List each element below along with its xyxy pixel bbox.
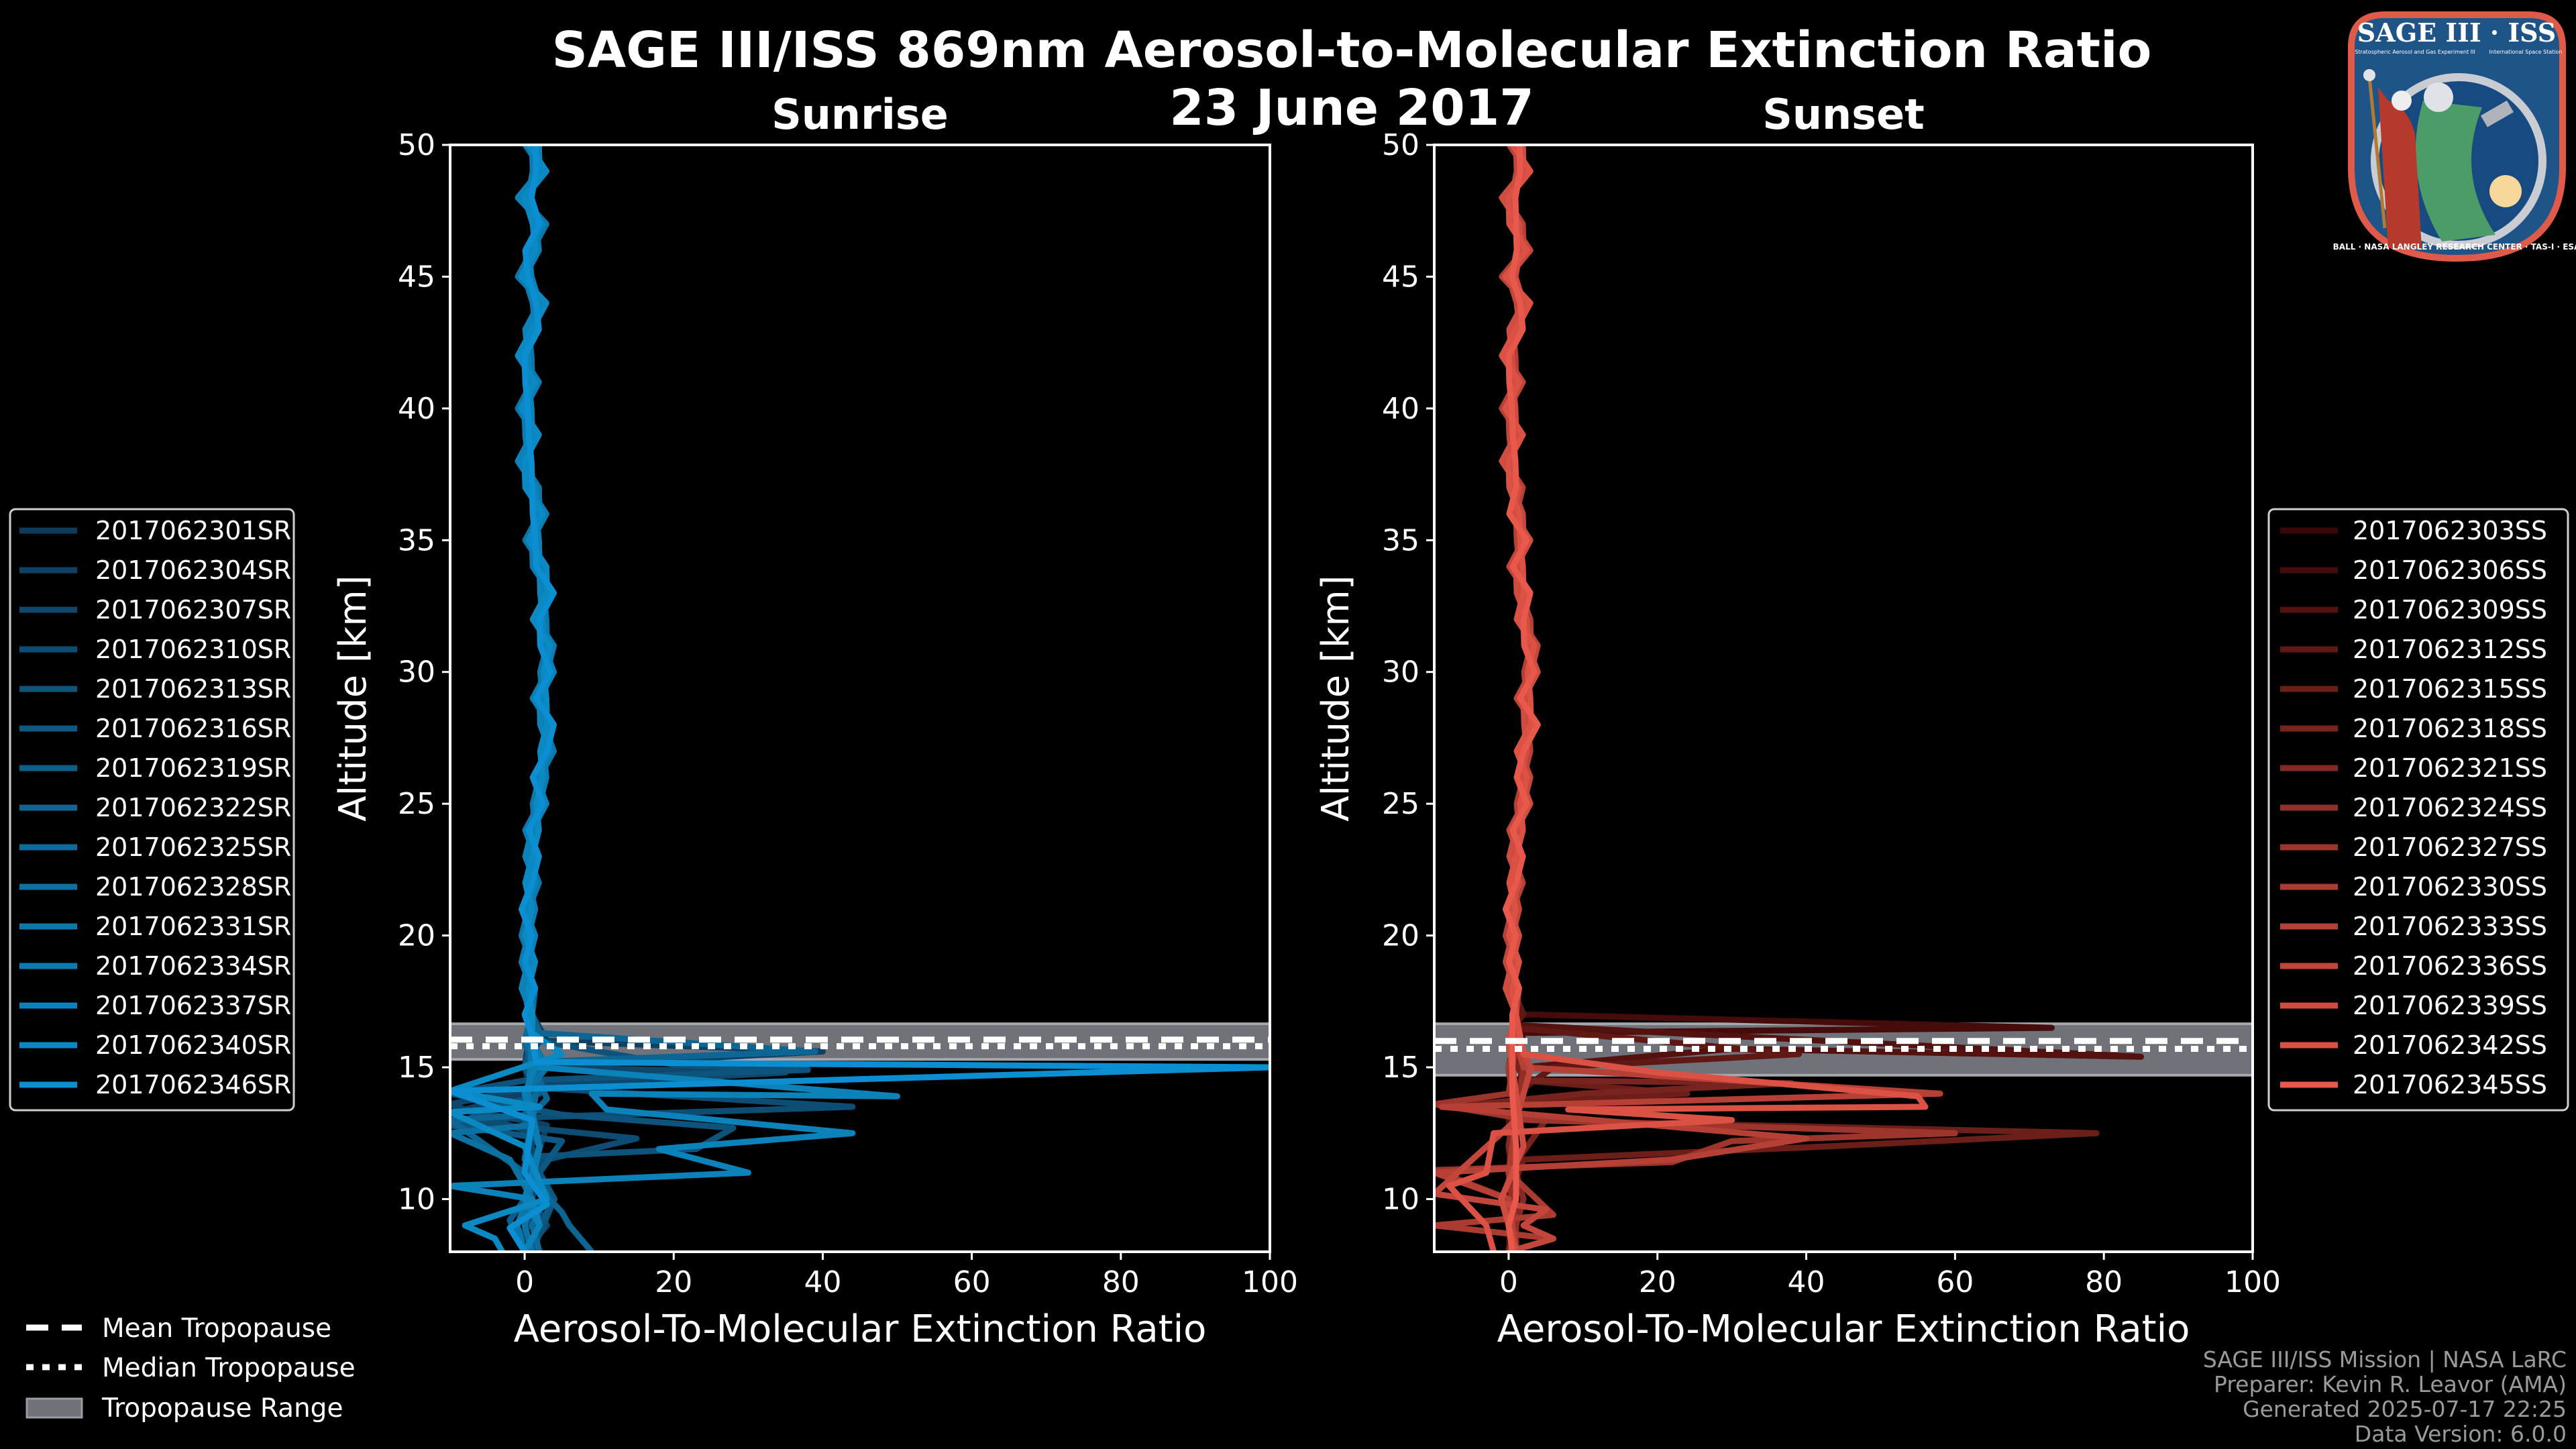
- logo-title: SAGE III · ISS: [2357, 17, 2556, 48]
- legend-label: 2017062318SS: [2353, 714, 2547, 743]
- figure-date: 23 June 2017: [1169, 79, 1534, 137]
- legend-label: 2017062309SS: [2353, 595, 2547, 625]
- tropopause-range-swatch: [25, 1397, 83, 1419]
- x-tick-label: 80: [2085, 1265, 2123, 1299]
- legend-label: 2017062301SR: [95, 516, 291, 545]
- legend-label: 2017062306SS: [2353, 555, 2547, 585]
- y-tick-label: 20: [398, 919, 435, 953]
- footer-generated: Generated 2025-07-17 22:25: [2243, 1396, 2567, 1422]
- x-tick-label: 60: [953, 1265, 991, 1299]
- legend-box: [9, 508, 295, 1112]
- legend-label: 2017062346SR: [95, 1070, 291, 1099]
- x-tick-label: 80: [1102, 1265, 1140, 1299]
- x-tick-label: 20: [655, 1265, 692, 1299]
- panel-title: Sunset: [1762, 90, 1925, 139]
- y-tick-label: 35: [398, 523, 435, 557]
- legend-label: 2017062303SS: [2353, 516, 2547, 545]
- y-tick-label: 25: [1382, 787, 1419, 821]
- legend-label: 2017062328SR: [95, 872, 291, 902]
- legend-label: 2017062307SR: [95, 595, 291, 625]
- profile-line-2017062342SS: [1446, 145, 1929, 1252]
- axes-frame: [1433, 144, 2254, 1253]
- legend-label: 2017062304SR: [95, 555, 291, 585]
- legend-label: 2017062340SR: [95, 1030, 291, 1060]
- y-tick-label: 10: [1382, 1182, 1419, 1216]
- y-tick-label: 50: [398, 128, 435, 162]
- x-tick-label: 60: [1936, 1265, 1974, 1299]
- x-tick-label: 40: [1788, 1265, 1825, 1299]
- legend-label: 2017062327SS: [2353, 833, 2547, 862]
- y-tick-label: 40: [1382, 392, 1419, 426]
- y-tick-label: 35: [1382, 523, 1419, 557]
- sage-iii-iss-logo: SAGE III · ISS Stratospheric Aerosol and…: [2333, 11, 2576, 262]
- x-tick-label: 20: [1639, 1265, 1676, 1299]
- legend-label: 2017062324SS: [2353, 793, 2547, 822]
- y-tick-label: 25: [398, 787, 435, 821]
- series-legend: 2017062303SS 2017062306SS 2017062309SS 2017…: [2267, 508, 2569, 1112]
- mean-tropopause-label: Mean Tropopause: [102, 1313, 331, 1344]
- y-axis-label: Altitude [km]: [1314, 575, 1358, 821]
- sunrise-panel: Sunrise 0 20 40 60 80 100 10 15 20 25 30 35 40 45 50 Aer…: [9, 90, 1298, 1351]
- legend-label: 2017062331SR: [95, 912, 291, 941]
- series-legend: 2017062301SR 2017062304SR 2017062307SR 2017…: [9, 508, 295, 1112]
- x-tick-label: 100: [1242, 1265, 1298, 1299]
- legend-label: 2017062336SS: [2353, 951, 2547, 981]
- plot-area: [1434, 145, 2253, 1252]
- x-axis-label: Aerosol-To-Molecular Extinction Ratio: [514, 1307, 1207, 1351]
- x-tick-label: 0: [515, 1265, 534, 1299]
- profile-line-2017062345SS: [1503, 145, 1541, 1252]
- legend-label: 2017062322SR: [95, 793, 291, 822]
- x-axis-label: Aerosol-To-Molecular Extinction Ratio: [1497, 1307, 2190, 1351]
- footer-mission: SAGE III/ISS Mission | NASA LaRC: [2203, 1346, 2567, 1373]
- x-tick-label: 40: [804, 1265, 841, 1299]
- y-tick-label: 45: [1382, 260, 1419, 294]
- sunset-panel: Sunset 0 20 40 60 80 100 10 15 20 25 30 35 40 45 50 Aero…: [1314, 90, 2569, 1351]
- legend-label: 2017062312SS: [2353, 635, 2547, 664]
- legend-label: 2017062325SR: [95, 833, 291, 862]
- legend-label: 2017062333SS: [2353, 912, 2547, 941]
- y-tick-label: 50: [1382, 128, 1419, 162]
- y-tick-label: 20: [1382, 919, 1419, 953]
- median-tropopause-label: Median Tropopause: [102, 1353, 356, 1383]
- legend-label: 2017062310SR: [95, 635, 291, 664]
- tropopause-legend: Mean Tropopause Median Tropopause Tropop…: [25, 1313, 356, 1424]
- logo-subtitle2: International Space Station: [2489, 49, 2563, 55]
- y-axis-label: Altitude [km]: [331, 575, 375, 821]
- footer-preparer: Preparer: Kevin R. Leavor (AMA): [2214, 1371, 2567, 1397]
- legend-label: 2017062342SS: [2353, 1030, 2547, 1060]
- logo-subtitle: Stratospheric Aerosol and Gas Experiment…: [2355, 49, 2475, 55]
- footer-data-version: Data Version: 6.0.0: [2355, 1421, 2567, 1447]
- y-tick-label: 15: [1382, 1051, 1419, 1085]
- legend-label: 2017062313SR: [95, 674, 291, 704]
- plot-area: [450, 145, 1270, 1252]
- y-tick-label: 15: [398, 1051, 435, 1085]
- axes-frame: [449, 144, 1271, 1253]
- legend-label: 2017062316SR: [95, 714, 291, 743]
- legend-label: 2017062337SR: [95, 991, 291, 1020]
- legend-label: 2017062345SS: [2353, 1070, 2547, 1099]
- y-tick-label: 10: [398, 1182, 435, 1216]
- profile-line-2017062346SR: [450, 145, 1270, 1252]
- legend-box: [2267, 508, 2569, 1112]
- legend-label: 2017062330SS: [2353, 872, 2547, 902]
- footer-credits: SAGE III/ISS Mission | NASA LaRC Prepare…: [2203, 1346, 2567, 1447]
- tropopause-range-label: Tropopause Range: [101, 1393, 343, 1424]
- legend-label: 2017062319SR: [95, 753, 291, 783]
- x-tick-label: 100: [2224, 1265, 2281, 1299]
- panel-title: Sunrise: [771, 90, 949, 139]
- legend-label: 2017062321SS: [2353, 753, 2547, 783]
- y-tick-label: 40: [398, 392, 435, 426]
- logo-ring-text: BALL · NASA LANGLEY RESEARCH CENTER · TA…: [2333, 242, 2576, 252]
- legend-label: 2017062315SS: [2353, 674, 2547, 704]
- figure-title: SAGE III/ISS 869nm Aerosol-to-Molecular …: [552, 21, 2152, 79]
- y-tick-label: 30: [398, 655, 435, 690]
- y-tick-label: 45: [398, 260, 435, 294]
- y-tick-label: 30: [1382, 655, 1419, 690]
- x-tick-label: 0: [1499, 1265, 1518, 1299]
- legend-label: 2017062339SS: [2353, 991, 2547, 1020]
- legend-label: 2017062334SR: [95, 951, 291, 981]
